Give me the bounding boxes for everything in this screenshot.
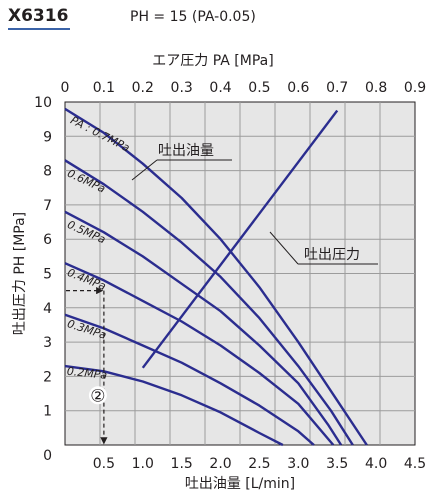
tick-labels: 0 0.1 0.2 0.3 0.4 0.5 0.6 0.7 0.8 0.9 0.5 1.0 1.5 2.0… xyxy=(34,80,426,472)
flow-label-leader xyxy=(131,159,158,181)
y-tick-label: 9 xyxy=(43,129,52,145)
x-tick-label: 2.0 xyxy=(209,456,231,472)
top-tick-label: 0.7 xyxy=(326,80,348,96)
flow-curve-label: 吐出油量 xyxy=(158,143,214,159)
x-tick-label: 1.5 xyxy=(171,456,193,472)
x-axis-title: 吐出油量 [L/min] xyxy=(185,476,295,492)
y-tick-label: 1 xyxy=(43,404,52,420)
top-tick-label: 0.9 xyxy=(404,80,426,96)
y-tick-label: 4 xyxy=(43,301,52,317)
chart-labels: エア圧力 PA [MPa] 吐出油量 [L/min] 吐出圧力 PH [MPa]… xyxy=(12,53,360,492)
y-tick-label: 0 xyxy=(43,448,52,464)
guide-lines: ② xyxy=(66,287,108,445)
flow-curve xyxy=(64,262,335,446)
pressure-formula: PH = 15 (PA-0.05) xyxy=(130,9,256,25)
top-tick-label: 0.5 xyxy=(248,80,270,96)
top-tick-label: 0.4 xyxy=(209,80,231,96)
top-tick-label: 0.3 xyxy=(171,80,193,96)
grid-lines xyxy=(65,102,415,445)
top-tick-label: 0.2 xyxy=(132,80,154,96)
x-tick-label: 1.0 xyxy=(132,456,154,472)
flow-curve xyxy=(64,107,368,446)
flow-curve xyxy=(64,313,315,446)
model-number: X6316 xyxy=(8,6,69,26)
top-tick-label: 0.8 xyxy=(365,80,387,96)
y-tick-label: 2 xyxy=(43,369,52,385)
flow-curve xyxy=(64,159,354,446)
x-tick-label: 3.0 xyxy=(287,456,309,472)
x-tick-label: 4.5 xyxy=(404,456,426,472)
pressure-line-label: 吐出圧力 xyxy=(304,247,360,263)
pressure-line xyxy=(141,109,339,369)
top-tick-label: 0.6 xyxy=(287,80,309,96)
marker-background xyxy=(88,386,107,405)
top-tick-label: 0 xyxy=(61,80,70,96)
x-tick-label: 2.5 xyxy=(248,456,270,472)
step-marker: ② xyxy=(90,386,105,406)
y-tick-label: 8 xyxy=(43,164,52,180)
top-tick-label: 0.1 xyxy=(93,80,115,96)
x-tick-label: 4.0 xyxy=(365,456,387,472)
x-tick-label: 3.5 xyxy=(326,456,348,472)
y-axis-title: 吐出圧力 PH [MPa] xyxy=(12,212,28,335)
y-tick-label: 3 xyxy=(43,335,52,351)
model-underline xyxy=(8,28,70,30)
y-tick-label: 5 xyxy=(43,267,52,283)
pressure-label-leader xyxy=(269,231,299,265)
y-tick-label: 7 xyxy=(43,198,52,214)
pressure-line-group xyxy=(131,109,378,369)
flow-curve xyxy=(64,210,343,446)
y-tick-label: 10 xyxy=(34,95,52,111)
x-tick-label: 0.5 xyxy=(93,456,115,472)
top-axis-title: エア圧力 PA [MPa] xyxy=(152,53,273,69)
y-tick-label: 6 xyxy=(43,232,52,248)
curve-label: 0.2MPa xyxy=(66,365,108,382)
